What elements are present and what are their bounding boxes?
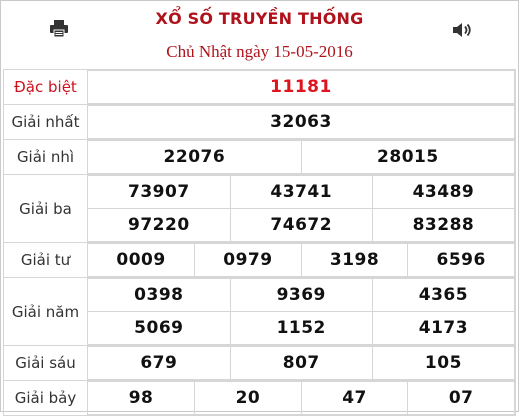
prize-number: 0398 [88,278,231,312]
prize-label: Giải nhì [3,139,88,175]
result-title: XỔ SỐ TRUYỀN THỐNG [155,9,364,28]
prize-label: Giải năm [3,277,88,346]
prize-number: 9369 [229,278,373,312]
prize-number: 47 [300,381,409,415]
prize-number: 5069 [88,311,231,345]
special-number: 11181 [88,70,515,104]
prize-number: 32063 [88,105,515,139]
prize-number: 97220 [88,208,231,242]
row-fifth: Giải năm 0398 9369 4365 5069 1152 4173 [3,277,516,346]
prize-label: Giải ba [3,174,88,243]
row-sixth: Giải sáu 679 807 105 [3,345,516,381]
prize-number: 28015 [300,140,516,174]
row-third: Giải ba 73907 43741 43489 97220 74672 83… [3,174,516,243]
result-date: Chủ Nhật ngày 15-05-2016 [166,42,353,61]
row-first: Giải nhất 32063 [3,104,516,140]
prize-number: 4365 [371,278,516,312]
prize-number: 22076 [88,140,302,174]
prize-number: 07 [407,381,515,415]
row-special: Đặc biệt 11181 [3,69,516,105]
prize-number: 98 [88,381,196,415]
prize-label: Giải tư [3,242,88,278]
prize-number: 43741 [229,175,373,209]
results-table: Đặc biệt 11181 Giải nhất 32063 Giải nhì … [3,69,516,416]
row-fourth: Giải tư 0009 0979 3198 6596 [3,242,516,278]
prize-number: 83288 [371,208,516,242]
prize-label: Giải nhất [3,104,88,140]
prize-number: 6596 [407,243,515,277]
prize-label: Giải bảy [3,380,88,416]
prize-label: Đặc biệt [3,69,88,105]
prize-number: 1152 [229,311,373,345]
prize-label: Giải sáu [3,345,88,381]
prize-number: 3198 [300,243,409,277]
prize-number: 0979 [194,243,302,277]
printer-icon[interactable] [49,20,69,38]
row-second: Giải nhì 22076 28015 [3,139,516,175]
prize-number: 4173 [371,311,516,345]
result-header: XỔ SỐ TRUYỀN THỐNG Chủ Nhật ngày 15-05-2… [1,1,518,69]
prize-number: 679 [88,346,231,380]
row-seventh: Giải bảy 98 20 47 07 [3,380,516,416]
prize-number: 74672 [229,208,373,242]
prize-number: 20 [194,381,302,415]
speaker-icon[interactable] [452,21,474,39]
prize-number: 807 [229,346,373,380]
prize-number: 0009 [88,243,196,277]
prize-number: 105 [371,346,516,380]
prize-number: 43489 [371,175,516,209]
prize-number: 73907 [88,175,231,209]
